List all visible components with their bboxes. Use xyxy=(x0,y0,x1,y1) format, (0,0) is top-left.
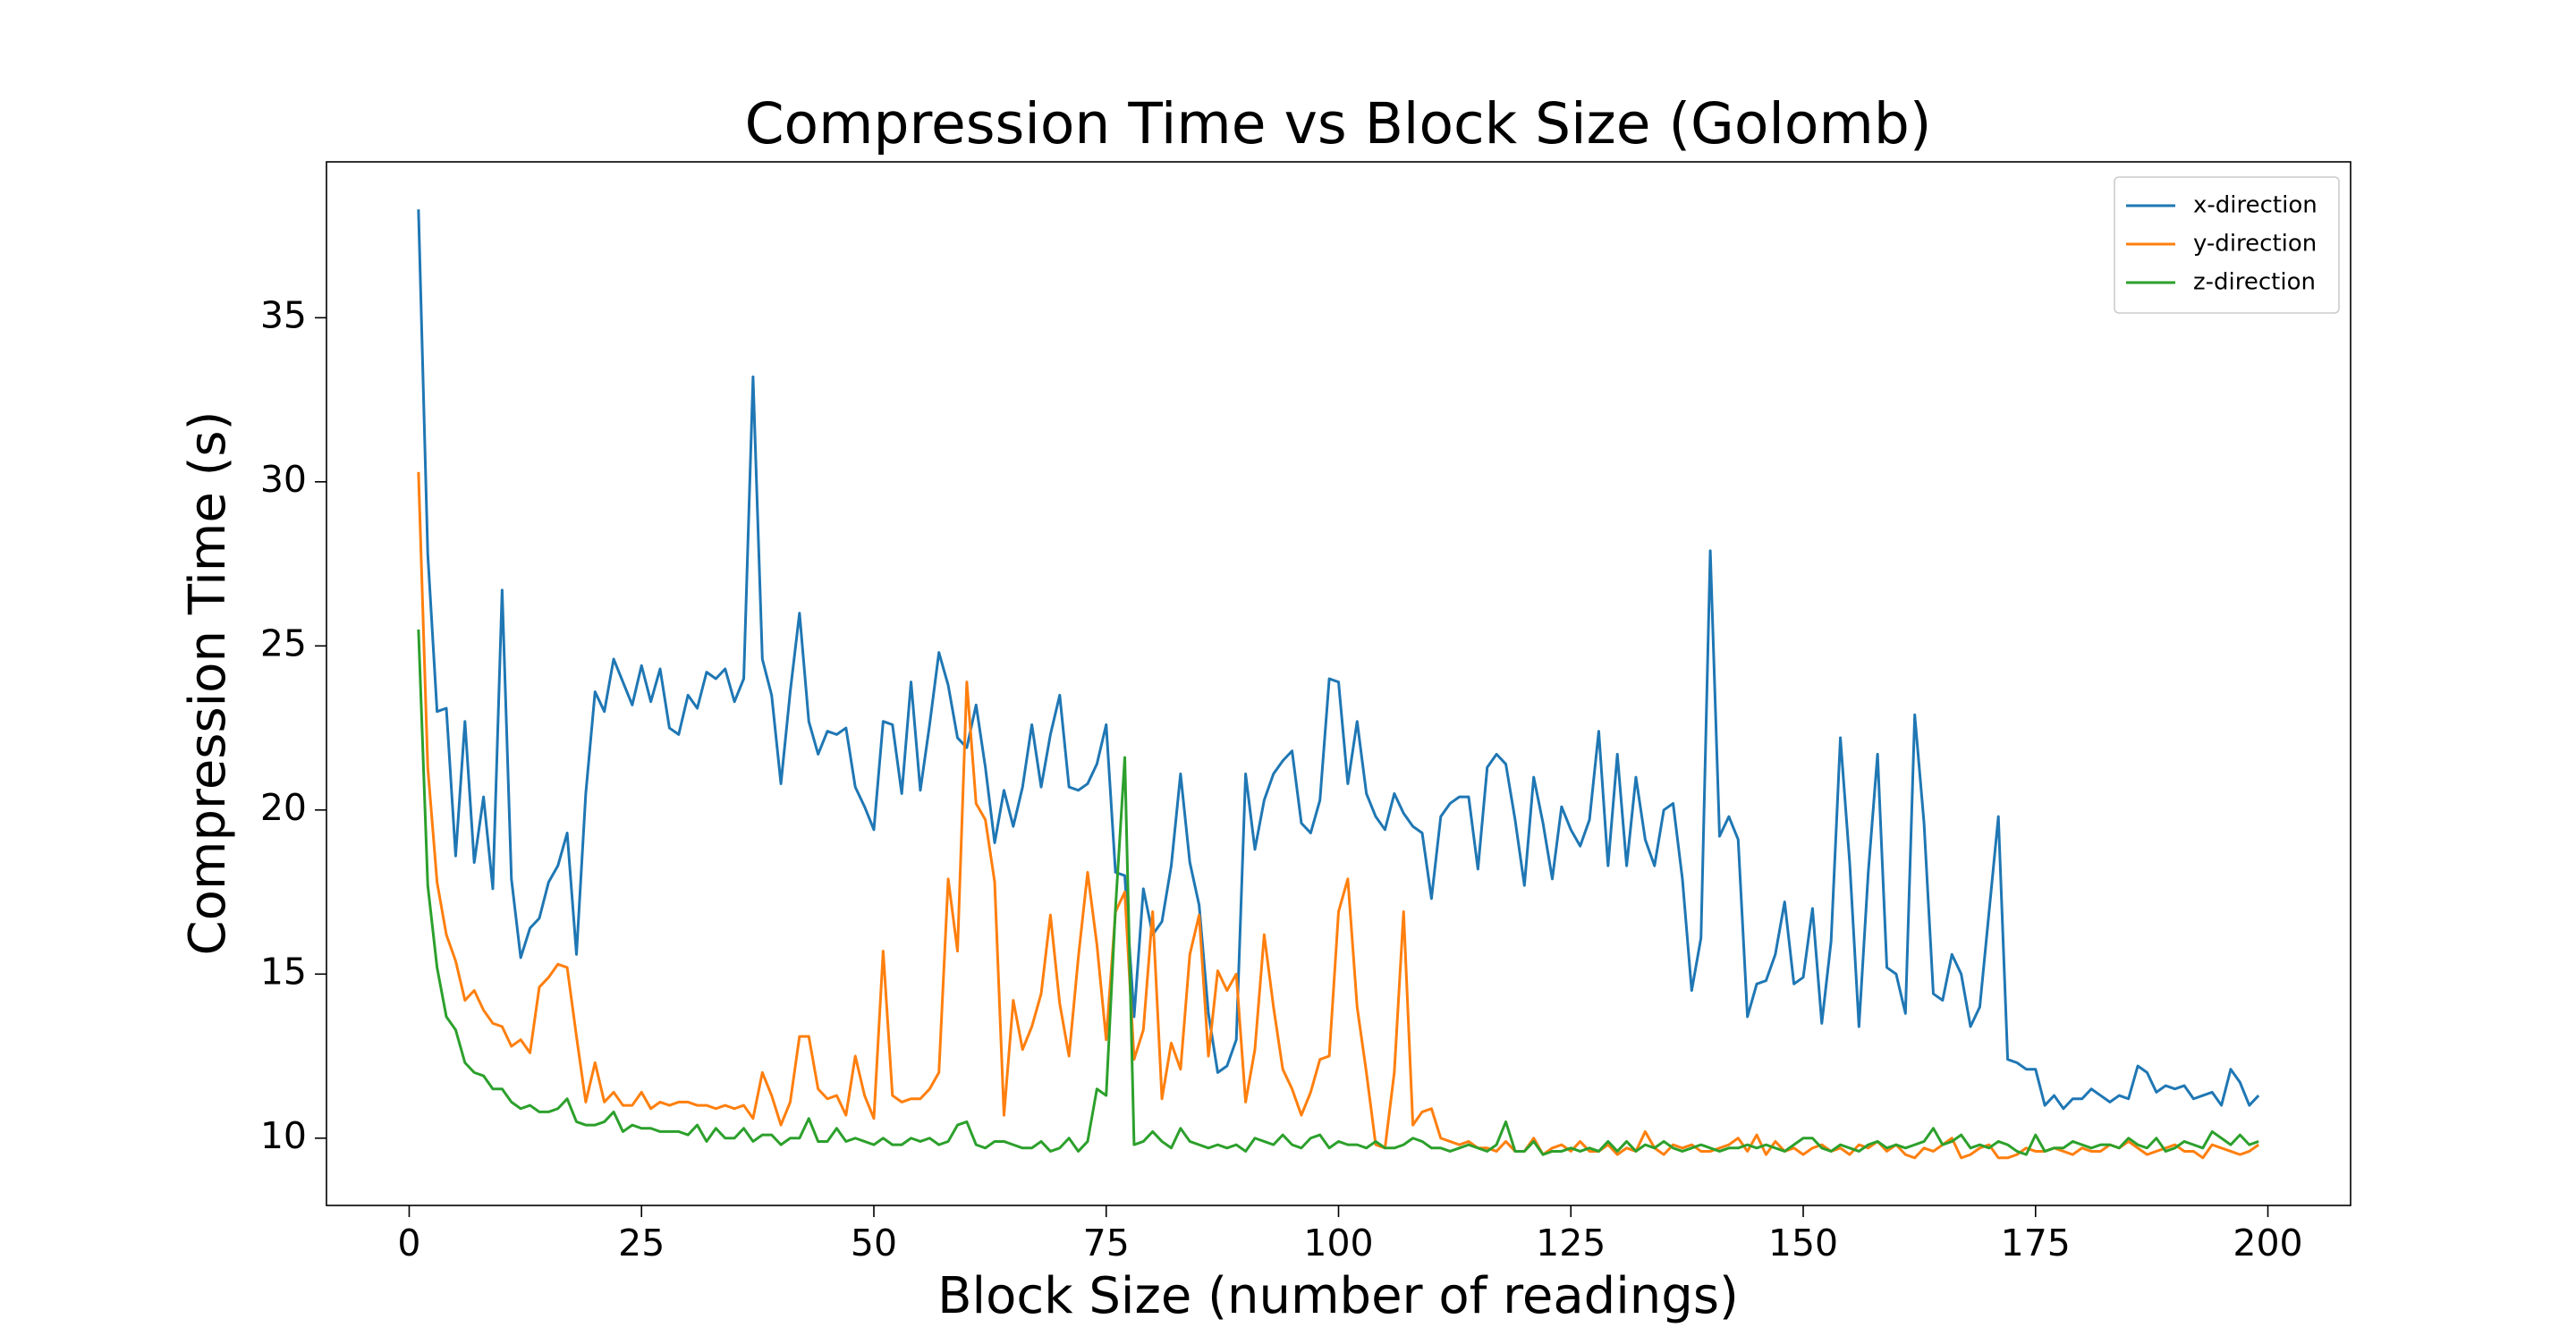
x-tick-label: 50 xyxy=(851,1222,897,1264)
plot-frame xyxy=(326,161,2351,1206)
y-tick-label: 30 xyxy=(260,458,307,501)
legend-label: z-direction xyxy=(2193,269,2316,296)
x-tick-label: 0 xyxy=(397,1222,420,1264)
x-tick-label: 175 xyxy=(2001,1222,2071,1264)
plot-lines xyxy=(417,209,2260,1160)
x-tick-label: 25 xyxy=(618,1222,665,1264)
y-tick-label: 35 xyxy=(260,293,307,336)
legend-box xyxy=(2114,176,2340,314)
x-tick-label: 150 xyxy=(1768,1222,1838,1264)
x-tick-label: 100 xyxy=(1303,1222,1373,1264)
data-line xyxy=(417,209,2260,1111)
data-line xyxy=(417,629,2259,1156)
chart-title: Compression Time vs Block Size (Golomb) xyxy=(745,91,1932,156)
legend-label: y-direction xyxy=(2193,231,2317,258)
y-axis-label: Compression Time (s) xyxy=(179,411,237,956)
x-tick-label: 125 xyxy=(1536,1222,1606,1264)
y-tick-label: 10 xyxy=(260,1114,307,1157)
x-axis-label: Block Size (number of readings) xyxy=(937,1267,1739,1325)
x-tick-label: 75 xyxy=(1083,1222,1130,1264)
y-tick-label: 20 xyxy=(260,786,307,829)
y-tick-label: 15 xyxy=(260,950,307,993)
y-tick-label: 25 xyxy=(260,621,307,664)
data-line xyxy=(417,471,2260,1160)
x-tick-label: 200 xyxy=(2233,1222,2302,1264)
legend-label: x-direction xyxy=(2193,192,2318,219)
